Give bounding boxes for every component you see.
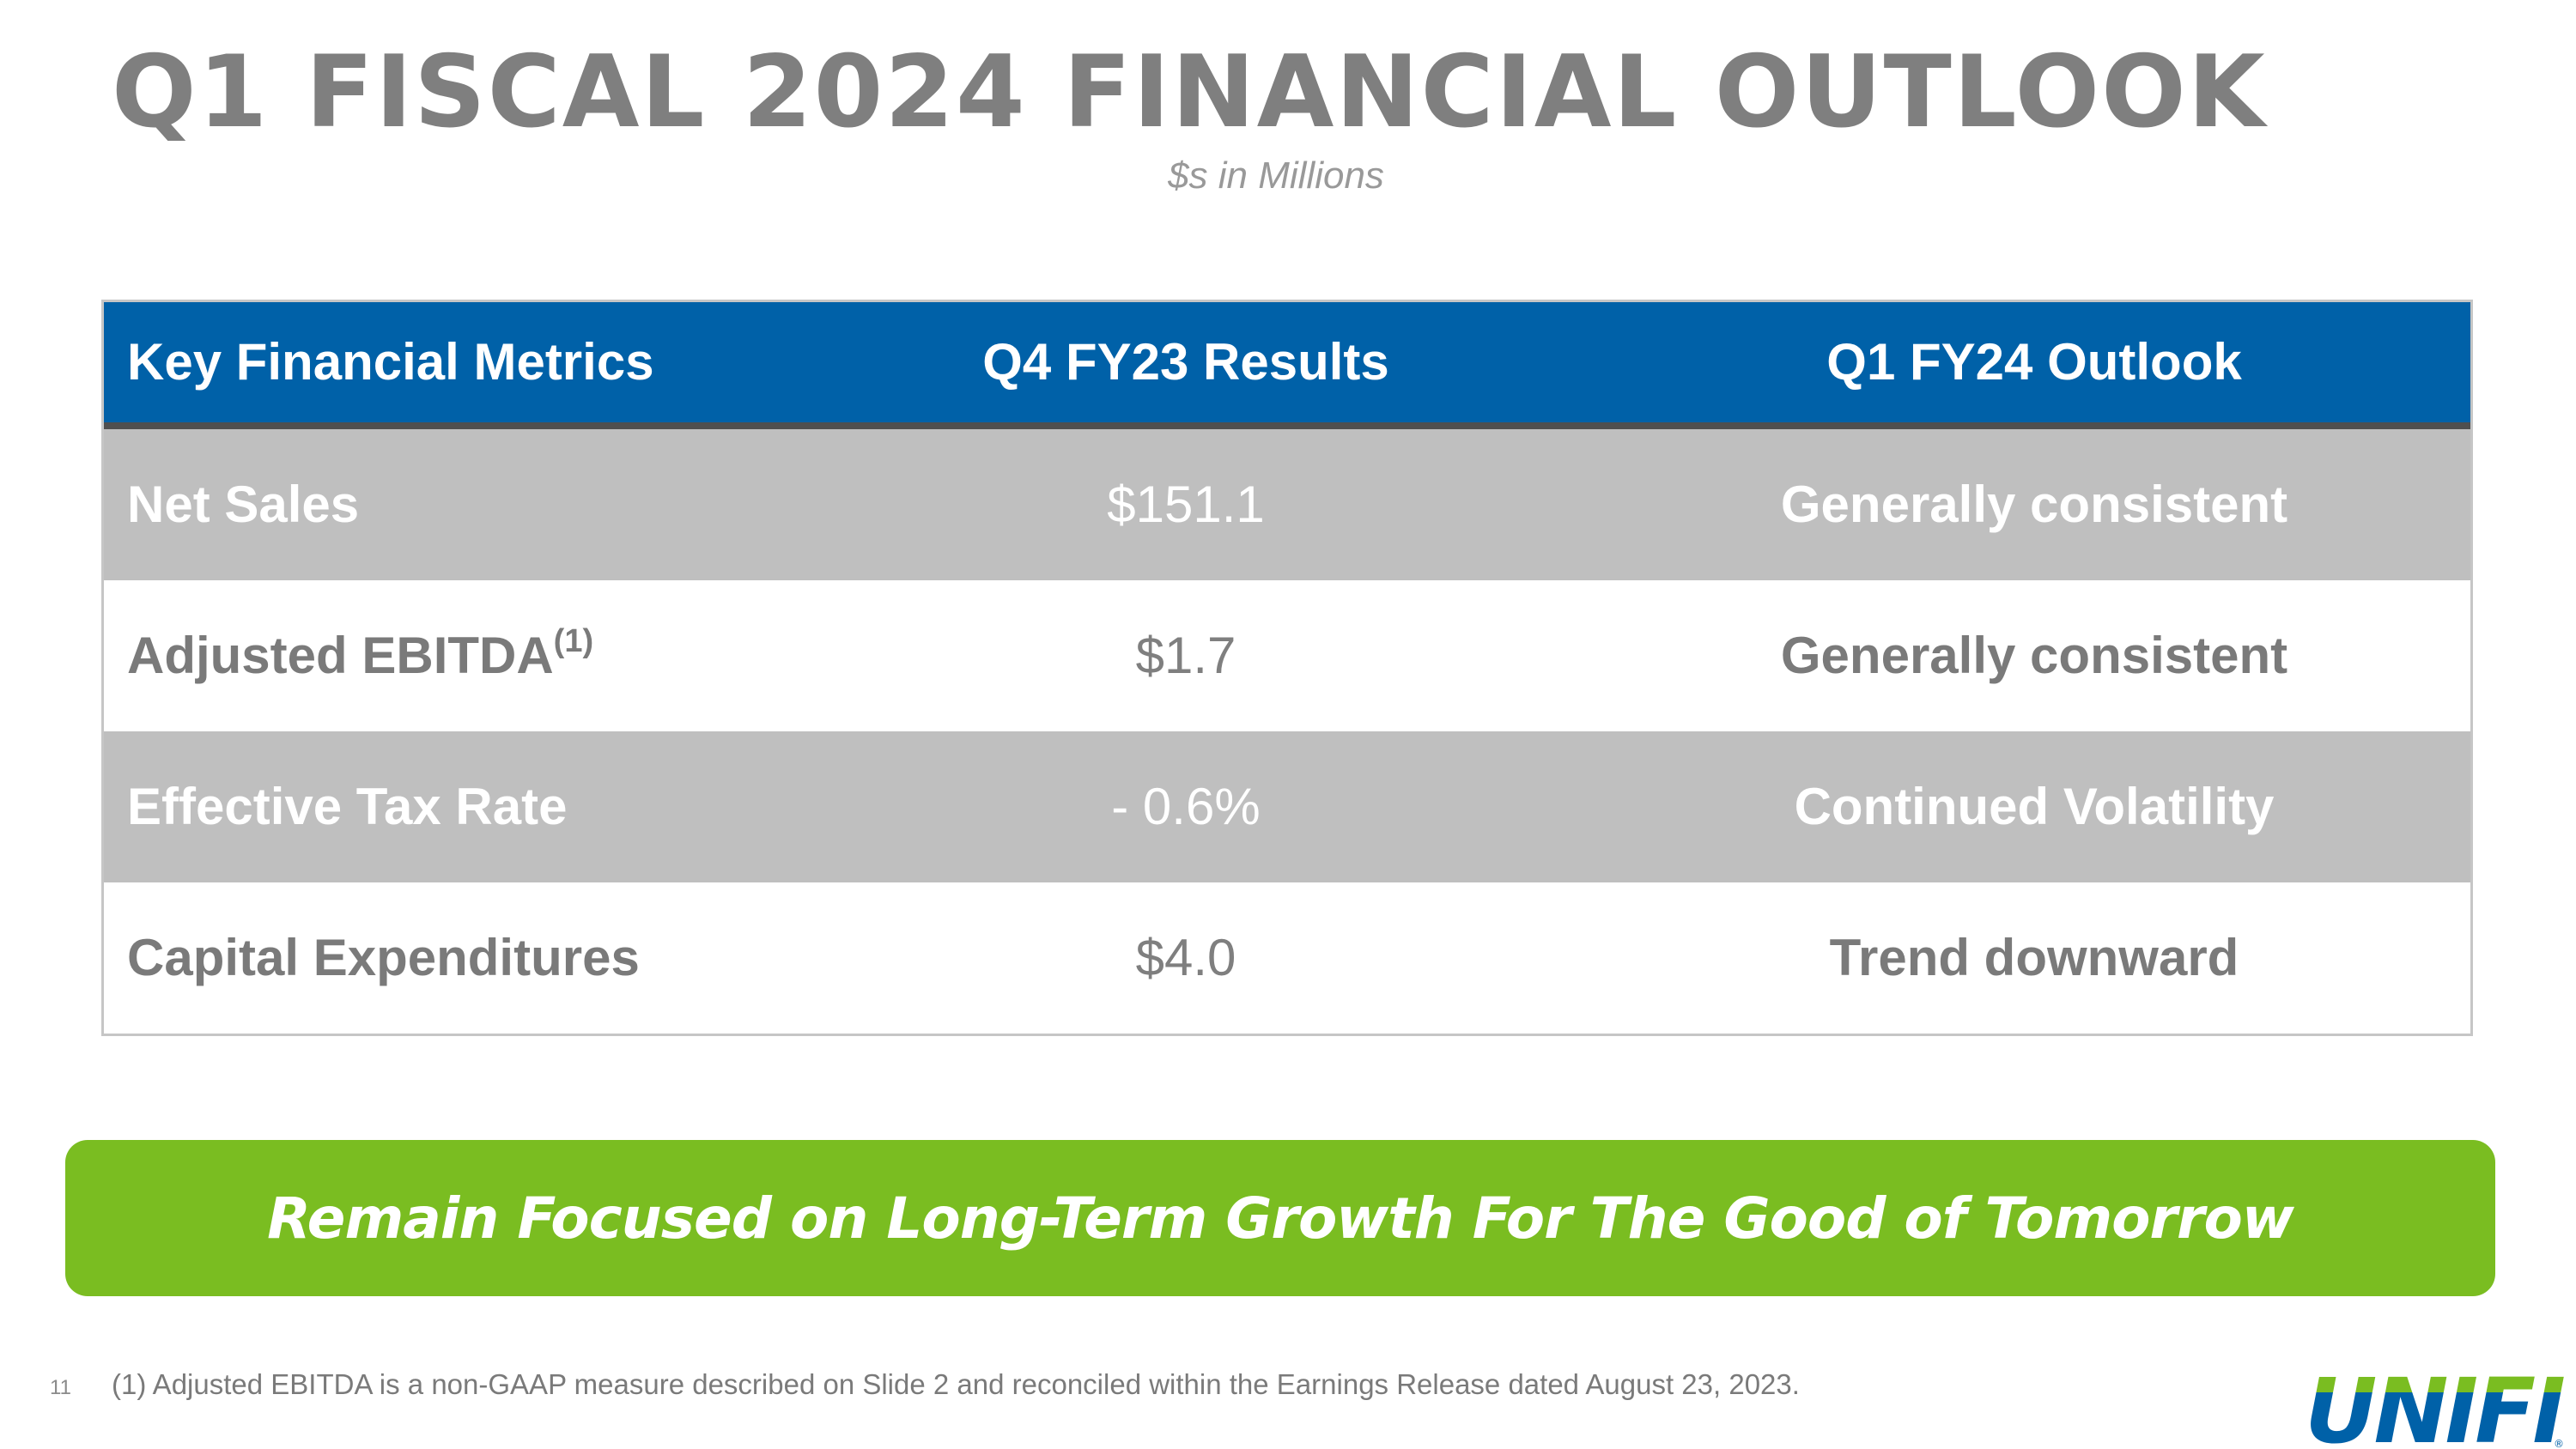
footnote-reference: (1) — [553, 623, 594, 659]
header-q1-fy24-outlook: Q1 FY24 Outlook — [1826, 333, 2242, 391]
financial-metrics-table: Key Financial Metrics Q4 FY23 Results Q1… — [101, 300, 2473, 1036]
metric-label: Capital Expenditures — [104, 928, 774, 988]
focus-banner: Remain Focused on Long-Term Growth For T… — [65, 1140, 2495, 1296]
metric-name: Capital Expenditures — [127, 929, 640, 986]
table-header-row: Key Financial Metrics Q4 FY23 Results Q1… — [104, 302, 2470, 429]
unifi-logo: UNIFI UNIFI ® — [2305, 1363, 2567, 1449]
q4-result-value: - 0.6% — [1111, 778, 1261, 835]
header-q4-fy23-results: Q4 FY23 Results — [982, 333, 1389, 391]
metric-label: Adjusted EBITDA(1) — [104, 623, 774, 686]
page-number: 11 — [50, 1376, 71, 1399]
metric-label: Net Sales — [104, 475, 774, 535]
svg-text:®: ® — [2554, 1438, 2564, 1449]
banner-text: Remain Focused on Long-Term Growth For T… — [267, 1185, 2294, 1252]
svg-text:UNIFI: UNIFI — [2305, 1363, 2564, 1449]
q1-outlook-value: Trend downward — [1829, 929, 2239, 986]
header-key-financial-metrics: Key Financial Metrics — [127, 333, 654, 391]
slide-title: Q1 FISCAL 2024 FINANCIAL OUTLOOK — [112, 34, 2267, 150]
q1-outlook-value: Generally consistent — [1780, 627, 2288, 684]
q4-result-value: $1.7 — [1135, 627, 1236, 684]
slide-subtitle: $s in Millions — [1168, 155, 1384, 197]
svg-text:UNIFI: UNIFI — [2305, 1363, 2564, 1449]
table-row-effective-tax-rate: Effective Tax Rate - 0.6% Continued Vola… — [104, 731, 2470, 882]
metric-label: Effective Tax Rate — [104, 777, 774, 837]
metric-name: Effective Tax Rate — [127, 778, 568, 835]
metric-name: Net Sales — [127, 476, 360, 533]
q4-result-value: $151.1 — [1107, 476, 1265, 533]
table-row-net-sales: Net Sales $151.1 Generally consistent — [104, 429, 2470, 580]
q1-outlook-value: Generally consistent — [1780, 476, 2288, 533]
q1-outlook-value: Continued Volatility — [1794, 778, 2275, 835]
footnote: (1) Adjusted EBITDA is a non-GAAP measur… — [112, 1368, 1800, 1400]
table-row-adjusted-ebitda: Adjusted EBITDA(1) $1.7 Generally consis… — [104, 580, 2470, 731]
q4-result-value: $4.0 — [1135, 929, 1236, 986]
metric-name: Adjusted EBITDA — [127, 627, 554, 684]
table-row-capital-expenditures: Capital Expenditures $4.0 Trend downward — [104, 882, 2470, 1034]
